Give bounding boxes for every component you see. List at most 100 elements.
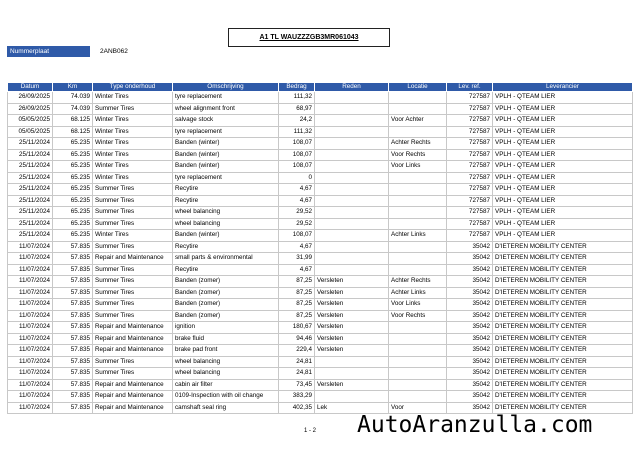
table-cell: 11/07/2024 bbox=[7, 401, 53, 414]
table-cell: 0 bbox=[278, 171, 315, 184]
table-row: 11/07/2024 57.835 Repair and Maintenance ca… bbox=[7, 378, 633, 391]
column-header: Type onderhoud bbox=[92, 82, 173, 92]
table-cell: Voor Links bbox=[388, 160, 447, 173]
table-cell: wheel balancing bbox=[172, 355, 279, 368]
table-cell: 35042 bbox=[446, 321, 493, 334]
table-cell: 11/07/2024 bbox=[7, 390, 53, 403]
table-row: 11/07/2024 57.835 Summer Tires wheel balanc… bbox=[7, 355, 633, 368]
table-cell: Repair and Maintenance bbox=[92, 332, 173, 345]
table-cell bbox=[388, 367, 447, 380]
table-cell: Summer Tires bbox=[92, 298, 173, 311]
table-row: 25/11/2024 65.235 Winter Tires Banden (wint… bbox=[7, 160, 633, 173]
table-cell: Winter Tires bbox=[92, 148, 173, 161]
table-cell bbox=[314, 148, 389, 161]
table-cell: Winter Tires bbox=[92, 160, 173, 173]
table-cell: D'IETEREN MOBILITY CENTER bbox=[492, 240, 633, 253]
table-cell: 24,81 bbox=[278, 367, 315, 380]
table-cell: 26/09/2025 bbox=[7, 91, 53, 104]
table-cell bbox=[314, 217, 389, 230]
table-cell: 25/11/2024 bbox=[7, 229, 53, 242]
table-cell: 4,67 bbox=[278, 240, 315, 253]
table-cell: 65.235 bbox=[52, 171, 93, 184]
table-cell: Winter Tires bbox=[92, 229, 173, 242]
table-cell: 108,07 bbox=[278, 229, 315, 242]
table-row: 11/07/2024 57.835 Summer Tires Banden (zome… bbox=[7, 275, 633, 288]
table-cell: 57.835 bbox=[52, 321, 93, 334]
table-cell bbox=[388, 206, 447, 219]
table-cell: 727587 bbox=[446, 171, 493, 184]
table-cell bbox=[388, 263, 447, 276]
table-row: 25/11/2024 65.235 Winter Tires tyre replace… bbox=[7, 171, 633, 184]
table-cell: VPLH - QTEAM LIER bbox=[492, 171, 633, 184]
table-cell bbox=[388, 240, 447, 253]
table-cell: Summer Tires bbox=[92, 183, 173, 196]
table-cell: 29,52 bbox=[278, 217, 315, 230]
table-cell: 74.039 bbox=[52, 91, 93, 104]
table-cell bbox=[314, 183, 389, 196]
table-cell: 35042 bbox=[446, 298, 493, 311]
table-cell: Banden (winter) bbox=[172, 229, 279, 242]
table-cell: 35042 bbox=[446, 286, 493, 299]
table-cell: Summer Tires bbox=[92, 206, 173, 219]
table-cell: Winter Tires bbox=[92, 91, 173, 104]
table-cell: 229,4 bbox=[278, 344, 315, 357]
table-cell: Versleten bbox=[314, 286, 389, 299]
table-cell bbox=[314, 355, 389, 368]
column-header: Lev. ref. bbox=[446, 82, 493, 92]
table-cell: VPLH - QTEAM LIER bbox=[492, 125, 633, 138]
table-cell bbox=[388, 344, 447, 357]
table-cell: D'IETEREN MOBILITY CENTER bbox=[492, 286, 633, 299]
table-cell: 11/07/2024 bbox=[7, 275, 53, 288]
table-cell bbox=[388, 321, 447, 334]
table-cell: 727587 bbox=[446, 137, 493, 150]
table-cell: 26/09/2025 bbox=[7, 102, 53, 115]
table-cell: 727587 bbox=[446, 206, 493, 219]
table-cell: Winter Tires bbox=[92, 137, 173, 150]
table-cell bbox=[314, 194, 389, 207]
table-cell: VPLH - QTEAM LIER bbox=[492, 91, 633, 104]
table-row: 11/07/2024 57.835 Summer Tires wheel balanc… bbox=[7, 367, 633, 380]
table-cell: Banden (winter) bbox=[172, 160, 279, 173]
table-cell: 11/07/2024 bbox=[7, 252, 53, 265]
table-cell bbox=[314, 137, 389, 150]
table-cell: 29,52 bbox=[278, 206, 315, 219]
table-cell: Repair and Maintenance bbox=[92, 252, 173, 265]
table-cell: D'IETEREN MOBILITY CENTER bbox=[492, 378, 633, 391]
table-cell: Summer Tires bbox=[92, 355, 173, 368]
table-cell: Summer Tires bbox=[92, 217, 173, 230]
table-cell: Voor Rechts bbox=[388, 148, 447, 161]
table-cell: brake fluid bbox=[172, 332, 279, 345]
table-cell: 87,25 bbox=[278, 309, 315, 322]
table-cell: D'IETEREN MOBILITY CENTER bbox=[492, 332, 633, 345]
table-cell: 35042 bbox=[446, 309, 493, 322]
table-cell bbox=[388, 91, 447, 104]
table-cell: Lek bbox=[314, 401, 389, 414]
table-cell: 25/11/2024 bbox=[7, 137, 53, 150]
table-cell: 11/07/2024 bbox=[7, 309, 53, 322]
table-cell: Winter Tires bbox=[92, 114, 173, 127]
table-cell: 35042 bbox=[446, 355, 493, 368]
table-cell: 383,29 bbox=[278, 390, 315, 403]
table-cell: camshaft seal ring bbox=[172, 401, 279, 414]
table-cell bbox=[314, 91, 389, 104]
table-cell: Voor Achter bbox=[388, 114, 447, 127]
table-cell bbox=[388, 332, 447, 345]
table-cell: 57.835 bbox=[52, 309, 93, 322]
table-cell bbox=[314, 263, 389, 276]
table-cell: 11/07/2024 bbox=[7, 298, 53, 311]
table-cell bbox=[314, 390, 389, 403]
table-cell: 57.835 bbox=[52, 275, 93, 288]
table-cell: 727587 bbox=[446, 217, 493, 230]
table-cell: Achter Links bbox=[388, 229, 447, 242]
table-cell: 87,25 bbox=[278, 298, 315, 311]
table-row: 11/07/2024 57.835 Repair and Maintenance ig… bbox=[7, 321, 633, 334]
table-cell: D'IETEREN MOBILITY CENTER bbox=[492, 263, 633, 276]
table-cell: small parts & environmental bbox=[172, 252, 279, 265]
table-cell: Repair and Maintenance bbox=[92, 390, 173, 403]
table-cell bbox=[314, 102, 389, 115]
watermark: AutoAranzulla.com bbox=[357, 412, 593, 438]
table-cell bbox=[314, 229, 389, 242]
table-cell: 57.835 bbox=[52, 355, 93, 368]
column-header: Leverancier bbox=[492, 82, 633, 92]
table-cell: brake pad front bbox=[172, 344, 279, 357]
